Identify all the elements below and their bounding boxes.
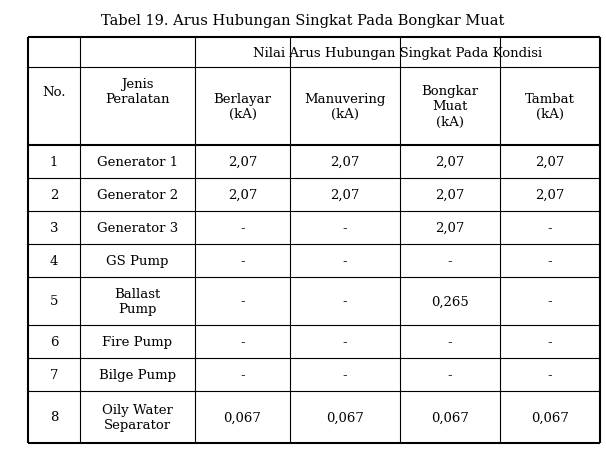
Text: 1: 1 bbox=[50, 156, 58, 169]
Text: 2,07: 2,07 bbox=[435, 188, 465, 202]
Text: Generator 1: Generator 1 bbox=[97, 156, 178, 169]
Text: 2: 2 bbox=[50, 188, 58, 202]
Text: 0,067: 0,067 bbox=[431, 410, 469, 424]
Text: 2,07: 2,07 bbox=[228, 188, 257, 202]
Text: -: - bbox=[342, 368, 347, 381]
Text: 4: 4 bbox=[50, 254, 58, 268]
Text: 2,07: 2,07 bbox=[435, 156, 465, 169]
Text: -: - bbox=[548, 254, 552, 268]
Text: Bongkar
Muat
(kA): Bongkar Muat (kA) bbox=[421, 85, 479, 128]
Text: -: - bbox=[240, 222, 245, 234]
Text: 5: 5 bbox=[50, 295, 58, 308]
Text: No.: No. bbox=[42, 86, 65, 98]
Text: -: - bbox=[548, 368, 552, 381]
Text: Fire Pump: Fire Pump bbox=[102, 335, 173, 348]
Text: -: - bbox=[342, 335, 347, 348]
Text: -: - bbox=[448, 335, 452, 348]
Text: -: - bbox=[240, 254, 245, 268]
Text: Oily Water
Separator: Oily Water Separator bbox=[102, 403, 173, 431]
Text: 0,265: 0,265 bbox=[431, 295, 469, 308]
Text: 6: 6 bbox=[50, 335, 58, 348]
Text: Tambat
(kA): Tambat (kA) bbox=[525, 93, 575, 121]
Text: 2,07: 2,07 bbox=[435, 222, 465, 234]
Text: -: - bbox=[448, 254, 452, 268]
Text: 0,067: 0,067 bbox=[326, 410, 364, 424]
Text: -: - bbox=[548, 335, 552, 348]
Text: 2,07: 2,07 bbox=[330, 188, 360, 202]
Text: Nilai Arus Hubungan Singkat Pada Kondisi: Nilai Arus Hubungan Singkat Pada Kondisi bbox=[253, 46, 542, 59]
Text: 2,07: 2,07 bbox=[228, 156, 257, 169]
Text: -: - bbox=[240, 368, 245, 381]
Text: 0,067: 0,067 bbox=[531, 410, 569, 424]
Text: 0,067: 0,067 bbox=[224, 410, 261, 424]
Text: GS Pump: GS Pump bbox=[106, 254, 168, 268]
Text: Ballast
Pump: Ballast Pump bbox=[115, 288, 161, 315]
Text: -: - bbox=[342, 254, 347, 268]
Text: Generator 3: Generator 3 bbox=[97, 222, 178, 234]
Text: 7: 7 bbox=[50, 368, 58, 381]
Text: -: - bbox=[342, 222, 347, 234]
Text: 2,07: 2,07 bbox=[535, 156, 565, 169]
Text: -: - bbox=[240, 295, 245, 308]
Text: 8: 8 bbox=[50, 410, 58, 424]
Text: -: - bbox=[240, 335, 245, 348]
Text: Generator 2: Generator 2 bbox=[97, 188, 178, 202]
Text: Jenis
Peralatan: Jenis Peralatan bbox=[105, 78, 170, 106]
Text: Bilge Pump: Bilge Pump bbox=[99, 368, 176, 381]
Text: Manuvering
(kA): Manuvering (kA) bbox=[304, 93, 385, 121]
Text: -: - bbox=[448, 368, 452, 381]
Text: Tabel 19. Arus Hubungan Singkat Pada Bongkar Muat: Tabel 19. Arus Hubungan Singkat Pada Bon… bbox=[101, 14, 505, 28]
Text: -: - bbox=[548, 295, 552, 308]
Text: 3: 3 bbox=[50, 222, 58, 234]
Text: -: - bbox=[342, 295, 347, 308]
Text: 2,07: 2,07 bbox=[535, 188, 565, 202]
Text: -: - bbox=[548, 222, 552, 234]
Text: Berlayar
(kA): Berlayar (kA) bbox=[213, 93, 271, 121]
Text: 2,07: 2,07 bbox=[330, 156, 360, 169]
